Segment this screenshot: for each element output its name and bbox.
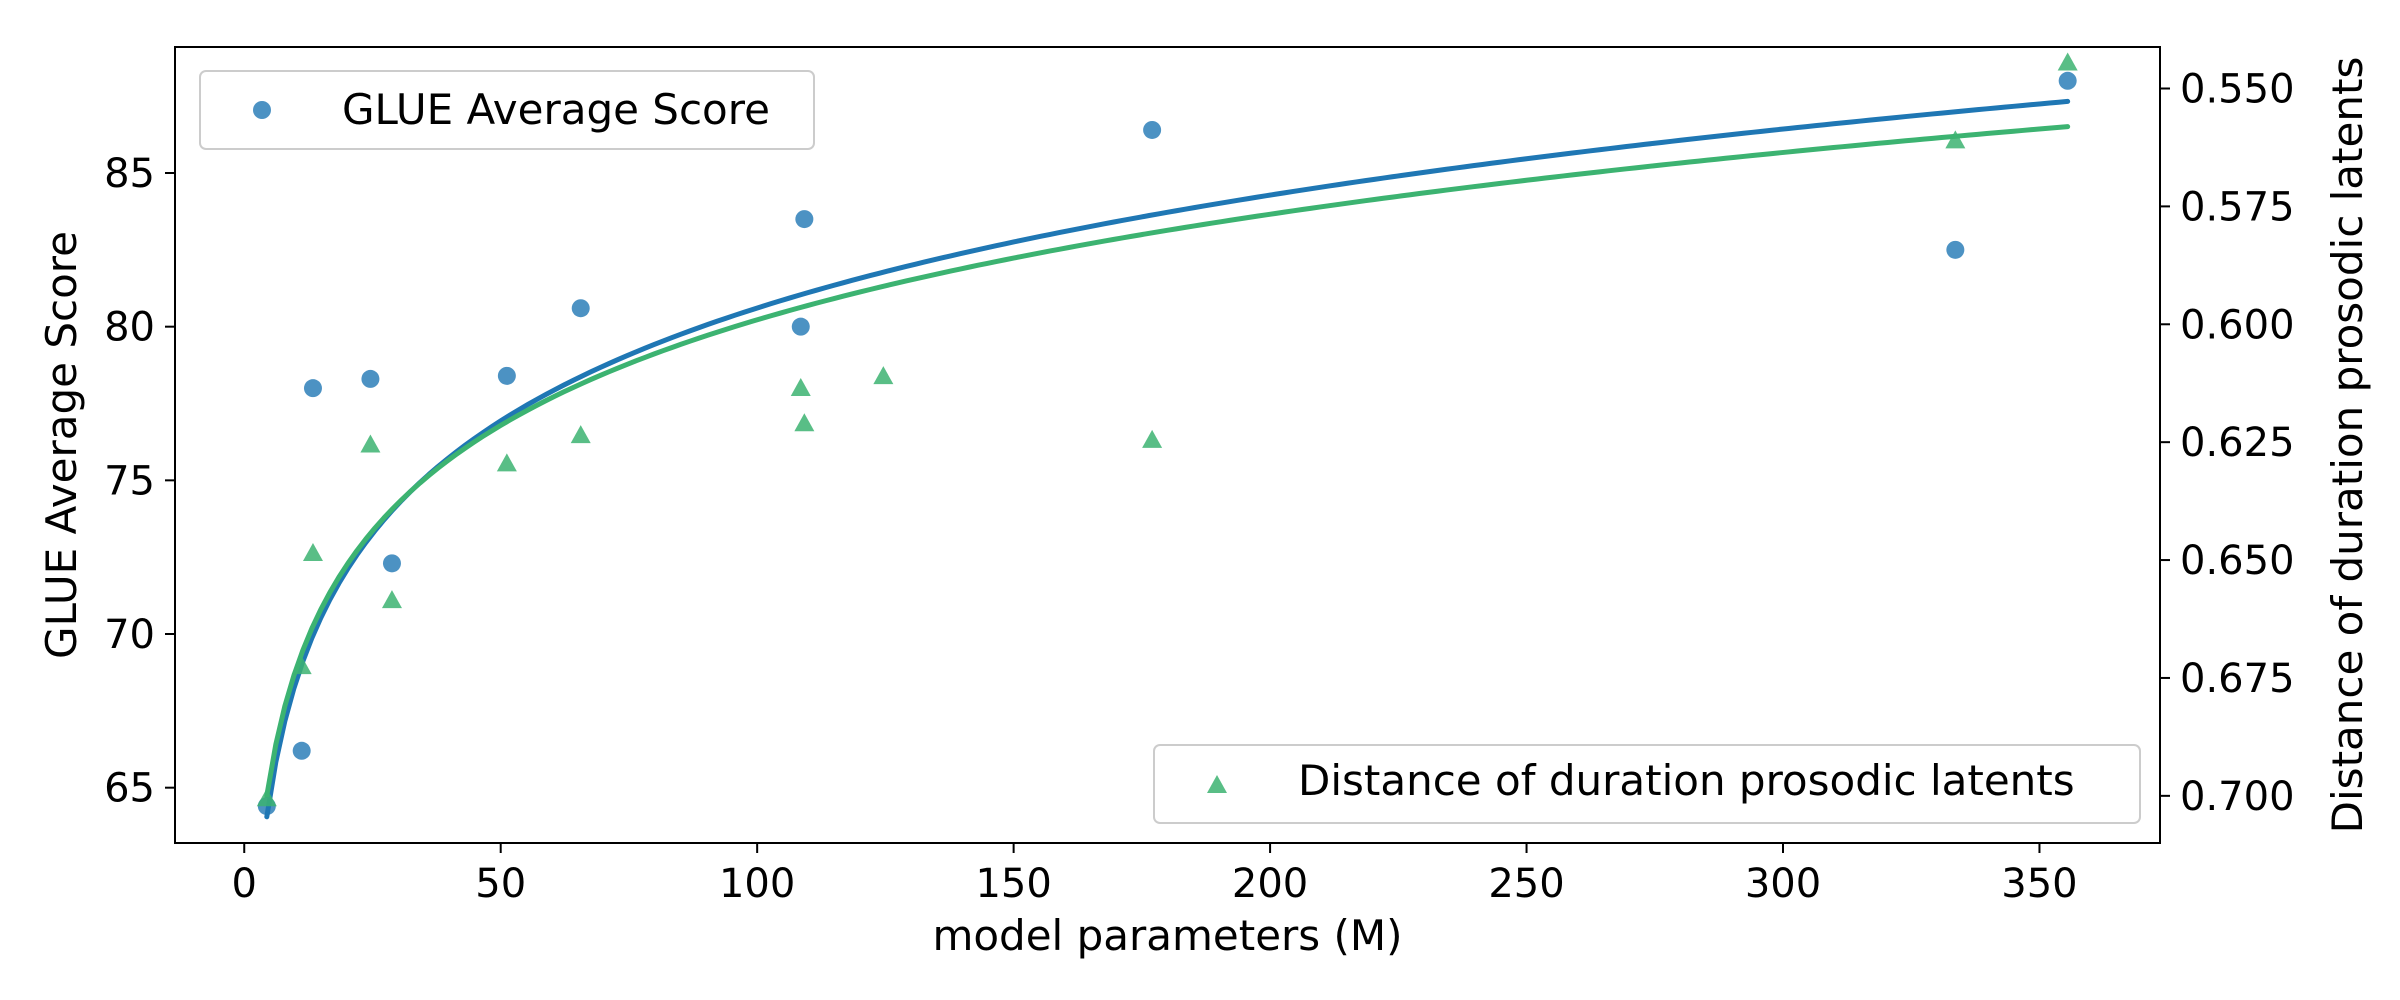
x-axis-label: model parameters (M) — [932, 911, 1402, 960]
distance-point-1 — [291, 656, 312, 675]
y-axis-left: 65 70 75 80 85 — [104, 151, 175, 812]
glue-point-11 — [2058, 71, 2077, 90]
distance-point-9 — [873, 366, 894, 385]
legend-distance-box — [1153, 744, 2141, 824]
distance-point-2 — [302, 542, 323, 561]
glue-point-4 — [382, 554, 401, 573]
y2-tick-label-5: 0.675 — [2180, 656, 2295, 702]
y-tick-label-4: 85 — [104, 151, 155, 197]
x-tick-label-3: 150 — [975, 861, 1051, 907]
x-tick-label-7: 350 — [2001, 861, 2077, 907]
distance-point-3 — [360, 434, 381, 453]
distance-point-12 — [2057, 52, 2078, 71]
x-tick-label-5: 250 — [1488, 861, 1564, 907]
glue-point-8 — [795, 210, 814, 229]
distance-point-7 — [790, 377, 811, 396]
distance-point-5 — [496, 453, 517, 472]
glue-point-7 — [791, 317, 810, 336]
x-tick-label-6: 300 — [1745, 861, 1821, 907]
x-axis: 0 50 100 150 200 250 300 350 — [232, 843, 2078, 907]
x-tick-label-0: 0 — [232, 861, 257, 907]
legend-glue: GLUE Average Score — [199, 70, 815, 150]
y2-tick-label-0: 0.550 — [2180, 66, 2295, 112]
legend-glue-marker — [253, 101, 271, 119]
y-tick-label-0: 65 — [104, 766, 155, 812]
x-tick-label-2: 100 — [719, 861, 795, 907]
legend-distance: Distance of duration prosodic latents — [1153, 744, 2141, 824]
y-axis-label-right: Distance of duration prosodic latents — [2323, 57, 2372, 834]
legend-distance-marker — [1207, 775, 1227, 793]
y-tick-label-2: 75 — [104, 458, 155, 504]
y-axis-right: 0.550 0.575 0.600 0.625 0.650 0.675 0.700 — [2160, 66, 2295, 820]
y-axis-label-left: GLUE Average Score — [37, 231, 86, 659]
x-tick-label-4: 200 — [1232, 861, 1308, 907]
fit-curve-1 — [264, 124, 2071, 799]
x-tick-label-1: 50 — [475, 861, 526, 907]
glue-point-5 — [497, 366, 516, 385]
y2-tick-label-1: 0.575 — [2180, 184, 2295, 230]
fit-curve-0 — [264, 98, 2071, 820]
distance-point-11 — [1945, 130, 1966, 149]
distance-point-0 — [256, 788, 277, 807]
glue-point-2 — [303, 379, 322, 398]
y2-tick-label-4: 0.650 — [2180, 538, 2295, 584]
legend-glue-box — [199, 70, 815, 150]
legend-glue-label: GLUE Average Score — [342, 85, 770, 134]
y2-tick-label-6: 0.700 — [2180, 774, 2295, 820]
y-tick-label-1: 70 — [104, 612, 155, 658]
distance-point-6 — [570, 425, 591, 444]
plot-area-frame — [174, 46, 2161, 844]
data-points — [256, 52, 2078, 816]
fit-curves — [264, 98, 2071, 820]
distance-point-8 — [794, 413, 815, 432]
y2-tick-label-3: 0.625 — [2180, 420, 2295, 466]
glue-point-1 — [292, 741, 311, 760]
y-tick-label-3: 80 — [104, 305, 155, 351]
glue-point-9 — [1143, 120, 1162, 139]
glue-point-6 — [571, 299, 590, 318]
y2-tick-label-2: 0.600 — [2180, 302, 2295, 348]
legend-distance-label: Distance of duration prosodic latents — [1298, 756, 2075, 805]
distance-point-10 — [1142, 429, 1163, 448]
glue-point-3 — [361, 369, 380, 388]
distance-point-4 — [381, 590, 402, 609]
glue-point-10 — [1946, 240, 1965, 259]
